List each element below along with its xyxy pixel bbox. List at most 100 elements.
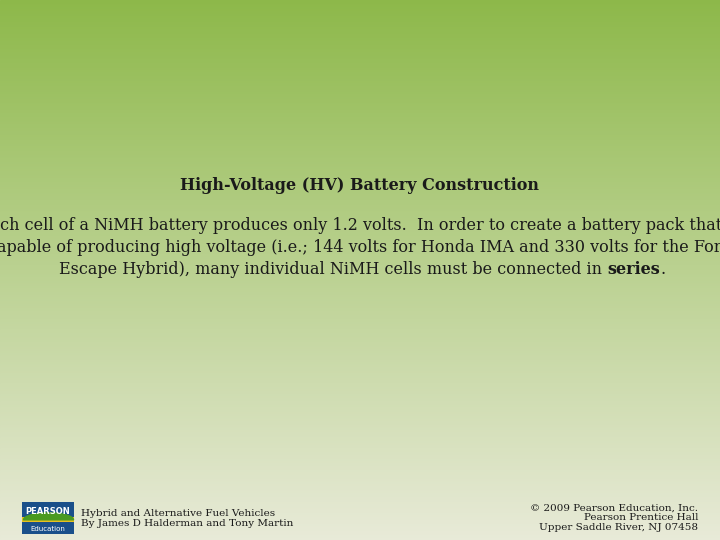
Bar	[0, 409, 720, 410]
Bar	[0, 142, 720, 144]
Bar	[0, 92, 720, 93]
Bar	[0, 36, 720, 38]
Bar	[0, 420, 720, 421]
Bar	[0, 205, 720, 207]
Bar	[0, 212, 720, 214]
Bar	[0, 112, 720, 113]
Bar	[0, 342, 720, 344]
Bar	[0, 390, 720, 393]
Bar	[0, 182, 720, 184]
Bar	[0, 83, 720, 85]
Bar	[0, 518, 720, 520]
Bar	[0, 162, 720, 164]
Bar	[0, 238, 720, 239]
Text: capable of producing high voltage (i.e.; 144 volts for Honda IMA and 330 volts f: capable of producing high voltage (i.e.;…	[0, 239, 720, 255]
Bar	[0, 447, 720, 448]
Bar	[0, 34, 720, 36]
Bar	[0, 322, 720, 324]
Bar	[0, 286, 720, 288]
Bar	[0, 335, 720, 336]
Bar	[0, 85, 720, 86]
Bar	[0, 76, 720, 77]
Text: High-Voltage (HV) Battery Construction: High-Voltage (HV) Battery Construction	[181, 177, 539, 193]
Bar	[0, 120, 720, 123]
Bar	[0, 56, 720, 58]
Bar	[0, 103, 720, 104]
Bar	[0, 437, 720, 439]
Bar	[0, 371, 720, 373]
Bar	[0, 313, 720, 315]
Bar	[0, 115, 720, 117]
Bar	[0, 20, 720, 22]
Bar	[0, 504, 720, 506]
Bar	[0, 347, 720, 349]
Bar	[0, 407, 720, 409]
Bar	[0, 231, 720, 232]
Bar	[0, 23, 720, 25]
Bar	[0, 319, 720, 320]
Text: Each cell of a NiMH battery produces only 1.2 volts.  In order to create a batte: Each cell of a NiMH battery produces onl…	[0, 217, 720, 233]
Bar	[0, 266, 720, 268]
Bar	[0, 166, 720, 167]
Bar	[0, 90, 720, 92]
Bar	[0, 135, 720, 137]
Bar	[0, 538, 720, 540]
Bar	[0, 42, 720, 43]
Bar	[0, 189, 720, 191]
Bar	[0, 452, 720, 454]
Bar	[0, 131, 720, 133]
Bar	[0, 204, 720, 205]
Bar	[0, 367, 720, 369]
Bar	[0, 293, 720, 295]
Bar	[0, 191, 720, 193]
Bar	[0, 306, 720, 308]
Bar	[0, 312, 720, 313]
Bar	[0, 126, 720, 128]
Bar	[0, 150, 720, 151]
Bar	[0, 173, 720, 174]
Bar	[0, 346, 720, 347]
Bar	[0, 497, 720, 498]
Bar	[0, 491, 720, 493]
Bar	[0, 232, 720, 234]
Bar	[0, 201, 720, 204]
Bar	[0, 86, 720, 88]
Bar	[0, 508, 720, 509]
Text: Escape Hybrid), many individual NiMH cells must be connected in: Escape Hybrid), many individual NiMH cel…	[59, 260, 607, 278]
Bar	[0, 513, 720, 515]
Bar	[0, 459, 720, 461]
Text: Hybrid and Alternative Fuel Vehicles: Hybrid and Alternative Fuel Vehicles	[81, 509, 275, 517]
Bar	[0, 498, 720, 501]
Bar	[0, 455, 720, 457]
Bar	[0, 234, 720, 236]
Bar	[0, 133, 720, 135]
Bar	[0, 474, 720, 475]
Bar	[0, 123, 720, 124]
Bar	[0, 416, 720, 417]
Bar	[0, 218, 720, 220]
Bar	[0, 285, 720, 286]
Bar	[0, 216, 720, 218]
Bar	[0, 533, 720, 535]
Bar	[0, 29, 720, 31]
Bar	[0, 382, 720, 383]
Bar	[0, 308, 720, 309]
Bar	[0, 124, 720, 126]
Bar	[0, 362, 720, 363]
Bar	[0, 184, 720, 185]
Bar	[0, 155, 720, 157]
Bar	[0, 393, 720, 394]
Bar	[0, 315, 720, 317]
Bar	[0, 239, 720, 241]
Bar	[0, 522, 720, 524]
Bar	[0, 140, 720, 142]
Bar	[0, 12, 720, 15]
Bar	[0, 360, 720, 362]
Bar	[0, 214, 720, 216]
Bar	[0, 282, 720, 285]
Bar	[0, 373, 720, 374]
Bar	[0, 32, 720, 34]
Bar	[0, 427, 720, 428]
Bar	[0, 59, 720, 61]
Bar	[0, 344, 720, 346]
